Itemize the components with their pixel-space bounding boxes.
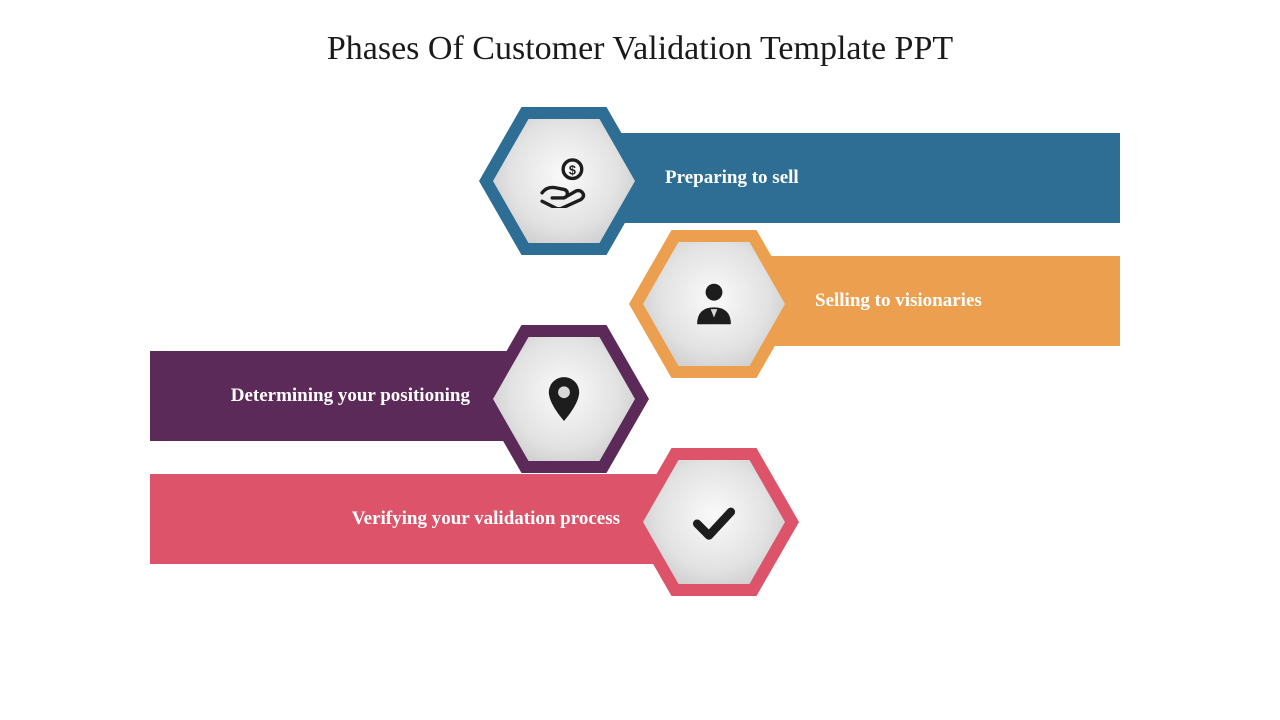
check-icon	[687, 495, 741, 549]
hex-preparing: $	[479, 107, 649, 255]
hex-inner-positioning	[493, 337, 635, 461]
pin-icon	[537, 372, 591, 426]
hex-selling	[629, 230, 799, 378]
hex-inner-verifying	[643, 460, 785, 584]
money-hand-icon: $	[537, 154, 591, 208]
label-verifying: Verifying your validation process	[352, 507, 620, 532]
diagram-stage: Preparing to sell $ Selling to visionari…	[0, 0, 1280, 720]
hex-positioning	[479, 325, 649, 473]
label-preparing: Preparing to sell	[665, 166, 799, 191]
label-positioning: Determining your positioning	[231, 384, 470, 409]
hex-verifying	[629, 448, 799, 596]
hex-inner-preparing: $	[493, 119, 635, 243]
label-selling: Selling to visionaries	[815, 289, 982, 314]
svg-text:$: $	[569, 163, 576, 177]
person-icon	[687, 277, 741, 331]
hex-inner-selling	[643, 242, 785, 366]
